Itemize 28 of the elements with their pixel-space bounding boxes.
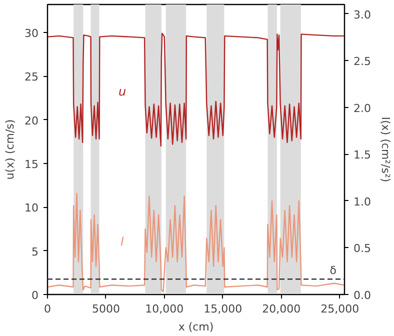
y-tick-label: 20 bbox=[24, 114, 39, 128]
line-series bbox=[48, 192, 344, 292]
y-tick-label: 30 bbox=[24, 26, 39, 40]
y2-tick-label: 1.5 bbox=[354, 148, 371, 162]
ref-line-label: δ bbox=[330, 264, 337, 278]
y2-tick-label: 0.5 bbox=[354, 242, 371, 256]
y2-tick-label: 2.5 bbox=[354, 55, 371, 68]
x-tick-label: 25,000 bbox=[320, 302, 360, 316]
y-tick-label: 15 bbox=[24, 158, 39, 171]
y2-tick-label: 0.0 bbox=[354, 289, 371, 302]
x-axis-title: x (cm) bbox=[178, 320, 214, 334]
y2-tick-label: 1.0 bbox=[354, 195, 371, 208]
x-tick-label: 15,000 bbox=[204, 302, 242, 316]
x-tick-label: 0 bbox=[44, 302, 51, 316]
x-tick-label: 5000 bbox=[92, 302, 120, 316]
y2-tick-label: 3.0 bbox=[354, 8, 371, 22]
y-axis-title: u(x) (cm/s) bbox=[4, 119, 17, 180]
series-label: u bbox=[118, 84, 126, 98]
y-tick-label: 0 bbox=[32, 289, 38, 302]
x-tick-label: 10,000 bbox=[145, 302, 184, 316]
series-label: I bbox=[120, 234, 125, 249]
y2-tick-label: 2.0 bbox=[354, 102, 371, 115]
y2-axis-title: I(x) (cm²/s²) bbox=[378, 116, 392, 182]
line-series bbox=[48, 32, 344, 147]
y-tick-label: 10 bbox=[24, 202, 39, 215]
y-tick-label: 25 bbox=[24, 70, 39, 84]
x-tick-label: 20,000 bbox=[262, 302, 301, 316]
y-tick-label: 5 bbox=[32, 245, 38, 258]
